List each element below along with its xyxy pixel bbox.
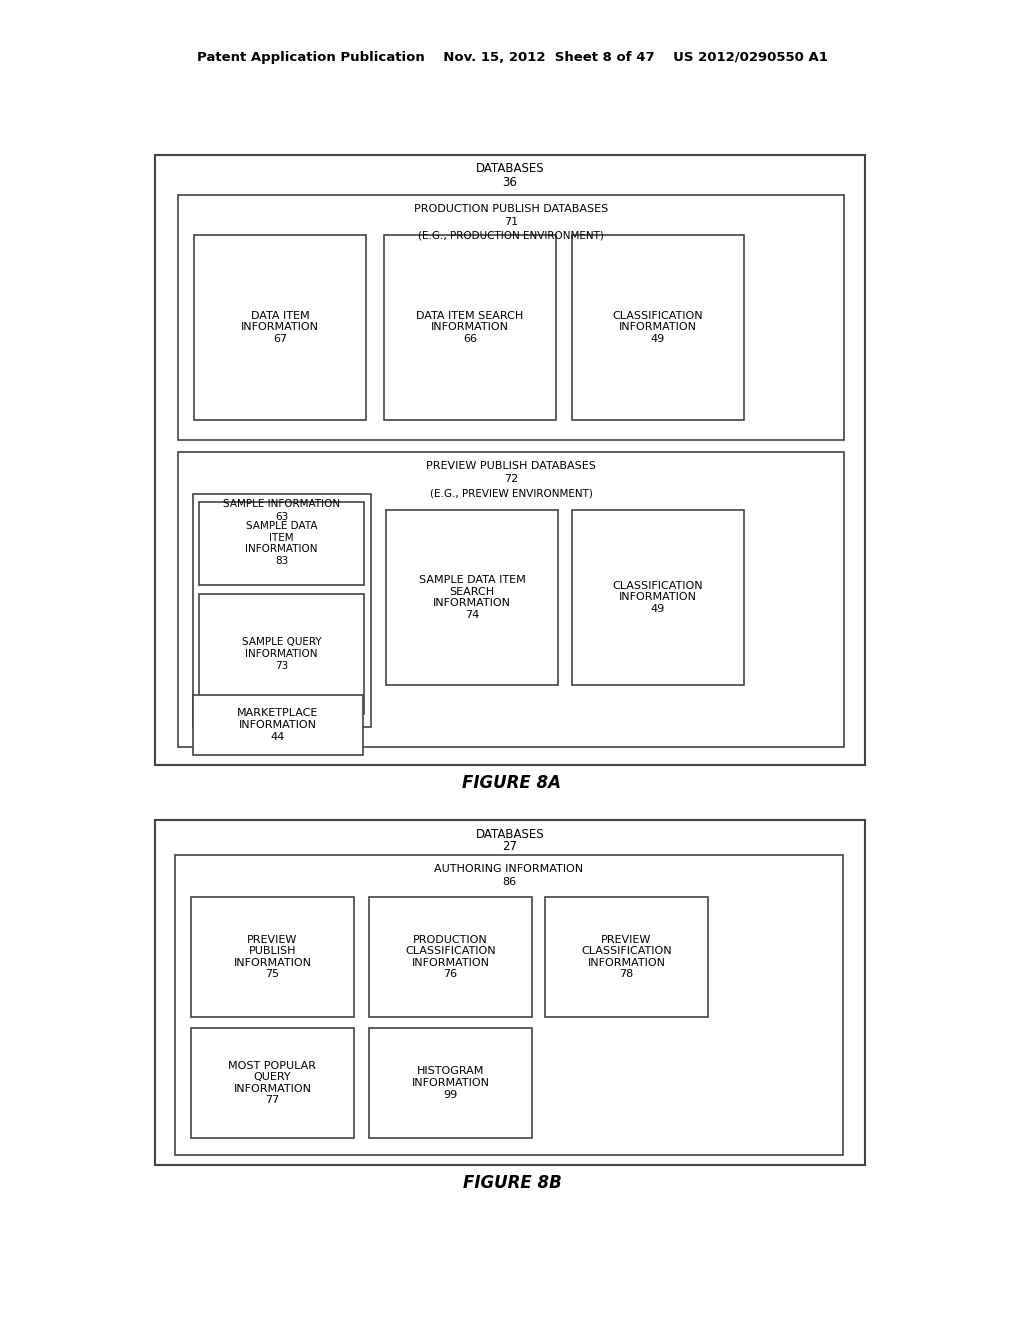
Text: 86: 86	[502, 876, 516, 887]
Text: DATA ITEM SEARCH
INFORMATION
66: DATA ITEM SEARCH INFORMATION 66	[417, 312, 523, 345]
FancyBboxPatch shape	[572, 235, 744, 420]
Text: 27: 27	[503, 841, 517, 854]
FancyBboxPatch shape	[194, 235, 366, 420]
Text: CLASSIFICATION
INFORMATION
49: CLASSIFICATION INFORMATION 49	[612, 581, 703, 614]
FancyBboxPatch shape	[545, 898, 708, 1016]
Text: AUTHORING INFORMATION: AUTHORING INFORMATION	[434, 865, 584, 874]
FancyBboxPatch shape	[191, 898, 354, 1016]
FancyBboxPatch shape	[369, 898, 532, 1016]
Text: SAMPLE DATA ITEM
SEARCH
INFORMATION
74: SAMPLE DATA ITEM SEARCH INFORMATION 74	[419, 576, 525, 620]
FancyBboxPatch shape	[155, 820, 865, 1166]
Text: Patent Application Publication    Nov. 15, 2012  Sheet 8 of 47    US 2012/029055: Patent Application Publication Nov. 15, …	[197, 51, 827, 65]
FancyBboxPatch shape	[384, 235, 556, 420]
Text: 63: 63	[275, 512, 289, 521]
FancyBboxPatch shape	[193, 696, 362, 755]
Text: FIGURE 8B: FIGURE 8B	[463, 1173, 561, 1192]
FancyBboxPatch shape	[386, 510, 558, 685]
Text: DATA ITEM
INFORMATION
67: DATA ITEM INFORMATION 67	[241, 312, 319, 345]
Text: FIGURE 8A: FIGURE 8A	[463, 774, 561, 792]
FancyBboxPatch shape	[369, 1028, 532, 1138]
Text: DATABASES: DATABASES	[476, 828, 545, 841]
Text: 71: 71	[504, 216, 518, 227]
Text: MARKETPLACE
INFORMATION
44: MARKETPLACE INFORMATION 44	[238, 709, 318, 742]
Text: PREVIEW PUBLISH DATABASES: PREVIEW PUBLISH DATABASES	[426, 461, 596, 471]
FancyBboxPatch shape	[178, 451, 844, 747]
Text: (E.G., PRODUCTION ENVIRONMENT): (E.G., PRODUCTION ENVIRONMENT)	[418, 231, 604, 242]
Text: SAMPLE QUERY
INFORMATION
73: SAMPLE QUERY INFORMATION 73	[242, 638, 322, 671]
Text: DATABASES: DATABASES	[476, 162, 545, 176]
Text: PREVIEW
PUBLISH
INFORMATION
75: PREVIEW PUBLISH INFORMATION 75	[233, 935, 311, 979]
Text: HISTOGRAM
INFORMATION
99: HISTOGRAM INFORMATION 99	[412, 1067, 489, 1100]
Text: (E.G., PREVIEW ENVIRONMENT): (E.G., PREVIEW ENVIRONMENT)	[429, 488, 593, 498]
Text: PREVIEW
CLASSIFICATION
INFORMATION
78: PREVIEW CLASSIFICATION INFORMATION 78	[582, 935, 672, 979]
FancyBboxPatch shape	[178, 195, 844, 440]
Text: 72: 72	[504, 474, 518, 484]
Text: 36: 36	[503, 176, 517, 189]
FancyBboxPatch shape	[193, 494, 371, 727]
Text: MOST POPULAR
QUERY
INFORMATION
77: MOST POPULAR QUERY INFORMATION 77	[228, 1060, 316, 1105]
FancyBboxPatch shape	[155, 154, 865, 766]
Text: PRODUCTION
CLASSIFICATION
INFORMATION
76: PRODUCTION CLASSIFICATION INFORMATION 76	[406, 935, 496, 979]
Text: CLASSIFICATION
INFORMATION
49: CLASSIFICATION INFORMATION 49	[612, 312, 703, 345]
Text: SAMPLE INFORMATION: SAMPLE INFORMATION	[223, 499, 341, 510]
FancyBboxPatch shape	[199, 502, 364, 585]
FancyBboxPatch shape	[199, 594, 364, 714]
FancyBboxPatch shape	[572, 510, 744, 685]
Text: PRODUCTION PUBLISH DATABASES: PRODUCTION PUBLISH DATABASES	[414, 205, 608, 214]
FancyBboxPatch shape	[191, 1028, 354, 1138]
Text: SAMPLE DATA
ITEM
INFORMATION
83: SAMPLE DATA ITEM INFORMATION 83	[246, 521, 317, 566]
FancyBboxPatch shape	[175, 855, 843, 1155]
